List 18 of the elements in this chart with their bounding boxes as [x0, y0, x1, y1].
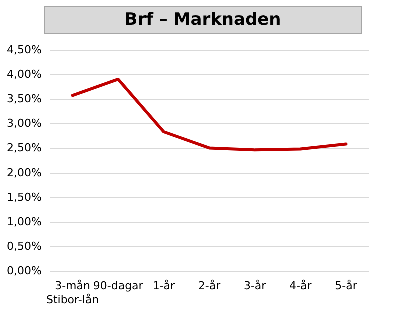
y-tick-label: 0,50%: [7, 240, 42, 253]
y-tick-label: 3,00%: [7, 117, 42, 130]
x-tick-label: 5-år: [335, 280, 358, 292]
x-tick-label: 4-år: [290, 280, 312, 292]
y-tick-label: 1,00%: [7, 215, 42, 228]
chart-title: Brf – Marknaden: [44, 6, 362, 34]
y-tick-label: 3,50%: [7, 92, 42, 106]
y-tick-label: 1,50%: [7, 190, 42, 204]
line-series: [71, 78, 348, 152]
x-tick-label: 3-år: [244, 280, 267, 292]
y-tick-label: 4,50%: [7, 44, 42, 56]
y-tick-label: 4,00%: [7, 68, 42, 82]
x-tick-label: 1-år: [152, 280, 176, 292]
y-tick-label: 0,00%: [7, 264, 42, 278]
x-tick-label: 2-år: [198, 280, 222, 292]
y-tick-label: 2,50%: [7, 142, 42, 155]
x-tick-label: 90-dagar: [93, 280, 144, 292]
y-tick-label: 2,00%: [7, 166, 42, 180]
